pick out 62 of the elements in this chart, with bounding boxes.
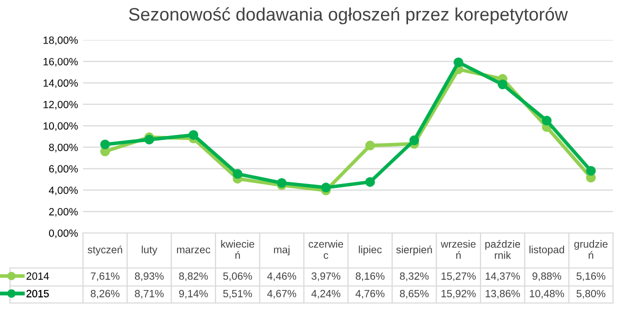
y-tick-label: 6,00% <box>49 165 78 174</box>
data-label: 10,48% <box>530 290 564 299</box>
point <box>365 140 375 150</box>
x-tick-label: wrzesie ń <box>440 240 476 259</box>
y-tick-label: 10,00% <box>44 122 78 131</box>
data-label: 13,86% <box>486 290 520 299</box>
x-tick-label: maj <box>274 246 290 256</box>
x-tick-label: grudzie ń <box>574 240 608 259</box>
data-label: 4,76% <box>356 290 384 299</box>
data-label: 5,06% <box>223 272 252 282</box>
data-label: 5,16% <box>576 272 606 282</box>
point <box>365 177 375 187</box>
y-tick-label: 12,00% <box>44 100 78 110</box>
y-tick-label: 18,00% <box>44 36 78 46</box>
y-tick-label: 4,00% <box>48 186 78 196</box>
x-tick-label: listopad <box>530 246 564 256</box>
y-tick-label: 2,00% <box>49 208 78 217</box>
data-label: 8,93% <box>134 272 164 282</box>
x-tick-label: marzec <box>177 248 210 254</box>
point <box>586 166 596 176</box>
x-tick-label: kwiecie ń <box>221 240 254 259</box>
point <box>276 178 287 188</box>
x-tick-label: czerwie c <box>308 240 344 259</box>
point <box>232 169 242 179</box>
data-label: 8,16% <box>356 272 384 282</box>
point <box>409 135 420 146</box>
x-tick-label: sierpień <box>396 246 432 256</box>
legend-label: 2014 <box>26 272 49 280</box>
point <box>321 182 331 192</box>
y-tick-label: 16,00% <box>44 58 78 67</box>
x-tick-label: paździe rnik <box>485 240 520 259</box>
data-label: 8,82% <box>179 272 208 282</box>
y-tick-label: 14,00% <box>44 79 78 88</box>
legend-label: 2015 <box>26 290 49 298</box>
data-label: 9,14% <box>179 290 208 299</box>
point <box>454 57 464 68</box>
x-tick-label: lipiec <box>358 246 382 256</box>
data-label: 14,37% <box>486 272 520 282</box>
x-tick-label: luty <box>142 246 158 256</box>
data-label: 5,80% <box>576 290 606 299</box>
data-label: 5,51% <box>223 290 252 299</box>
point <box>542 116 552 126</box>
x-tick-label: styczeń <box>88 246 122 256</box>
data-label: 4,67% <box>267 290 296 299</box>
data-label: 4,46% <box>267 272 296 282</box>
point <box>498 80 508 90</box>
data-label: 8,32% <box>400 272 429 282</box>
data-label: 8,26% <box>90 290 120 299</box>
data-label: 15,92% <box>442 290 476 299</box>
y-tick-label: 8,00% <box>49 144 78 152</box>
data-label: 4,24% <box>311 290 340 299</box>
point <box>100 140 110 150</box>
data-label: 15,27% <box>442 272 476 282</box>
data-label: 3,97% <box>312 272 340 282</box>
data-label: 9,88% <box>532 272 562 282</box>
y-tick-label: 0,00% <box>49 230 78 238</box>
chart-title: Sezonowość dodawania ogłoszeń przez korepetytorów <box>129 7 568 24</box>
data-label: 8,71% <box>134 290 164 299</box>
data-label: 7,61% <box>90 272 120 282</box>
point <box>144 134 154 144</box>
point <box>188 130 198 140</box>
data-label: 8,65% <box>400 290 429 299</box>
